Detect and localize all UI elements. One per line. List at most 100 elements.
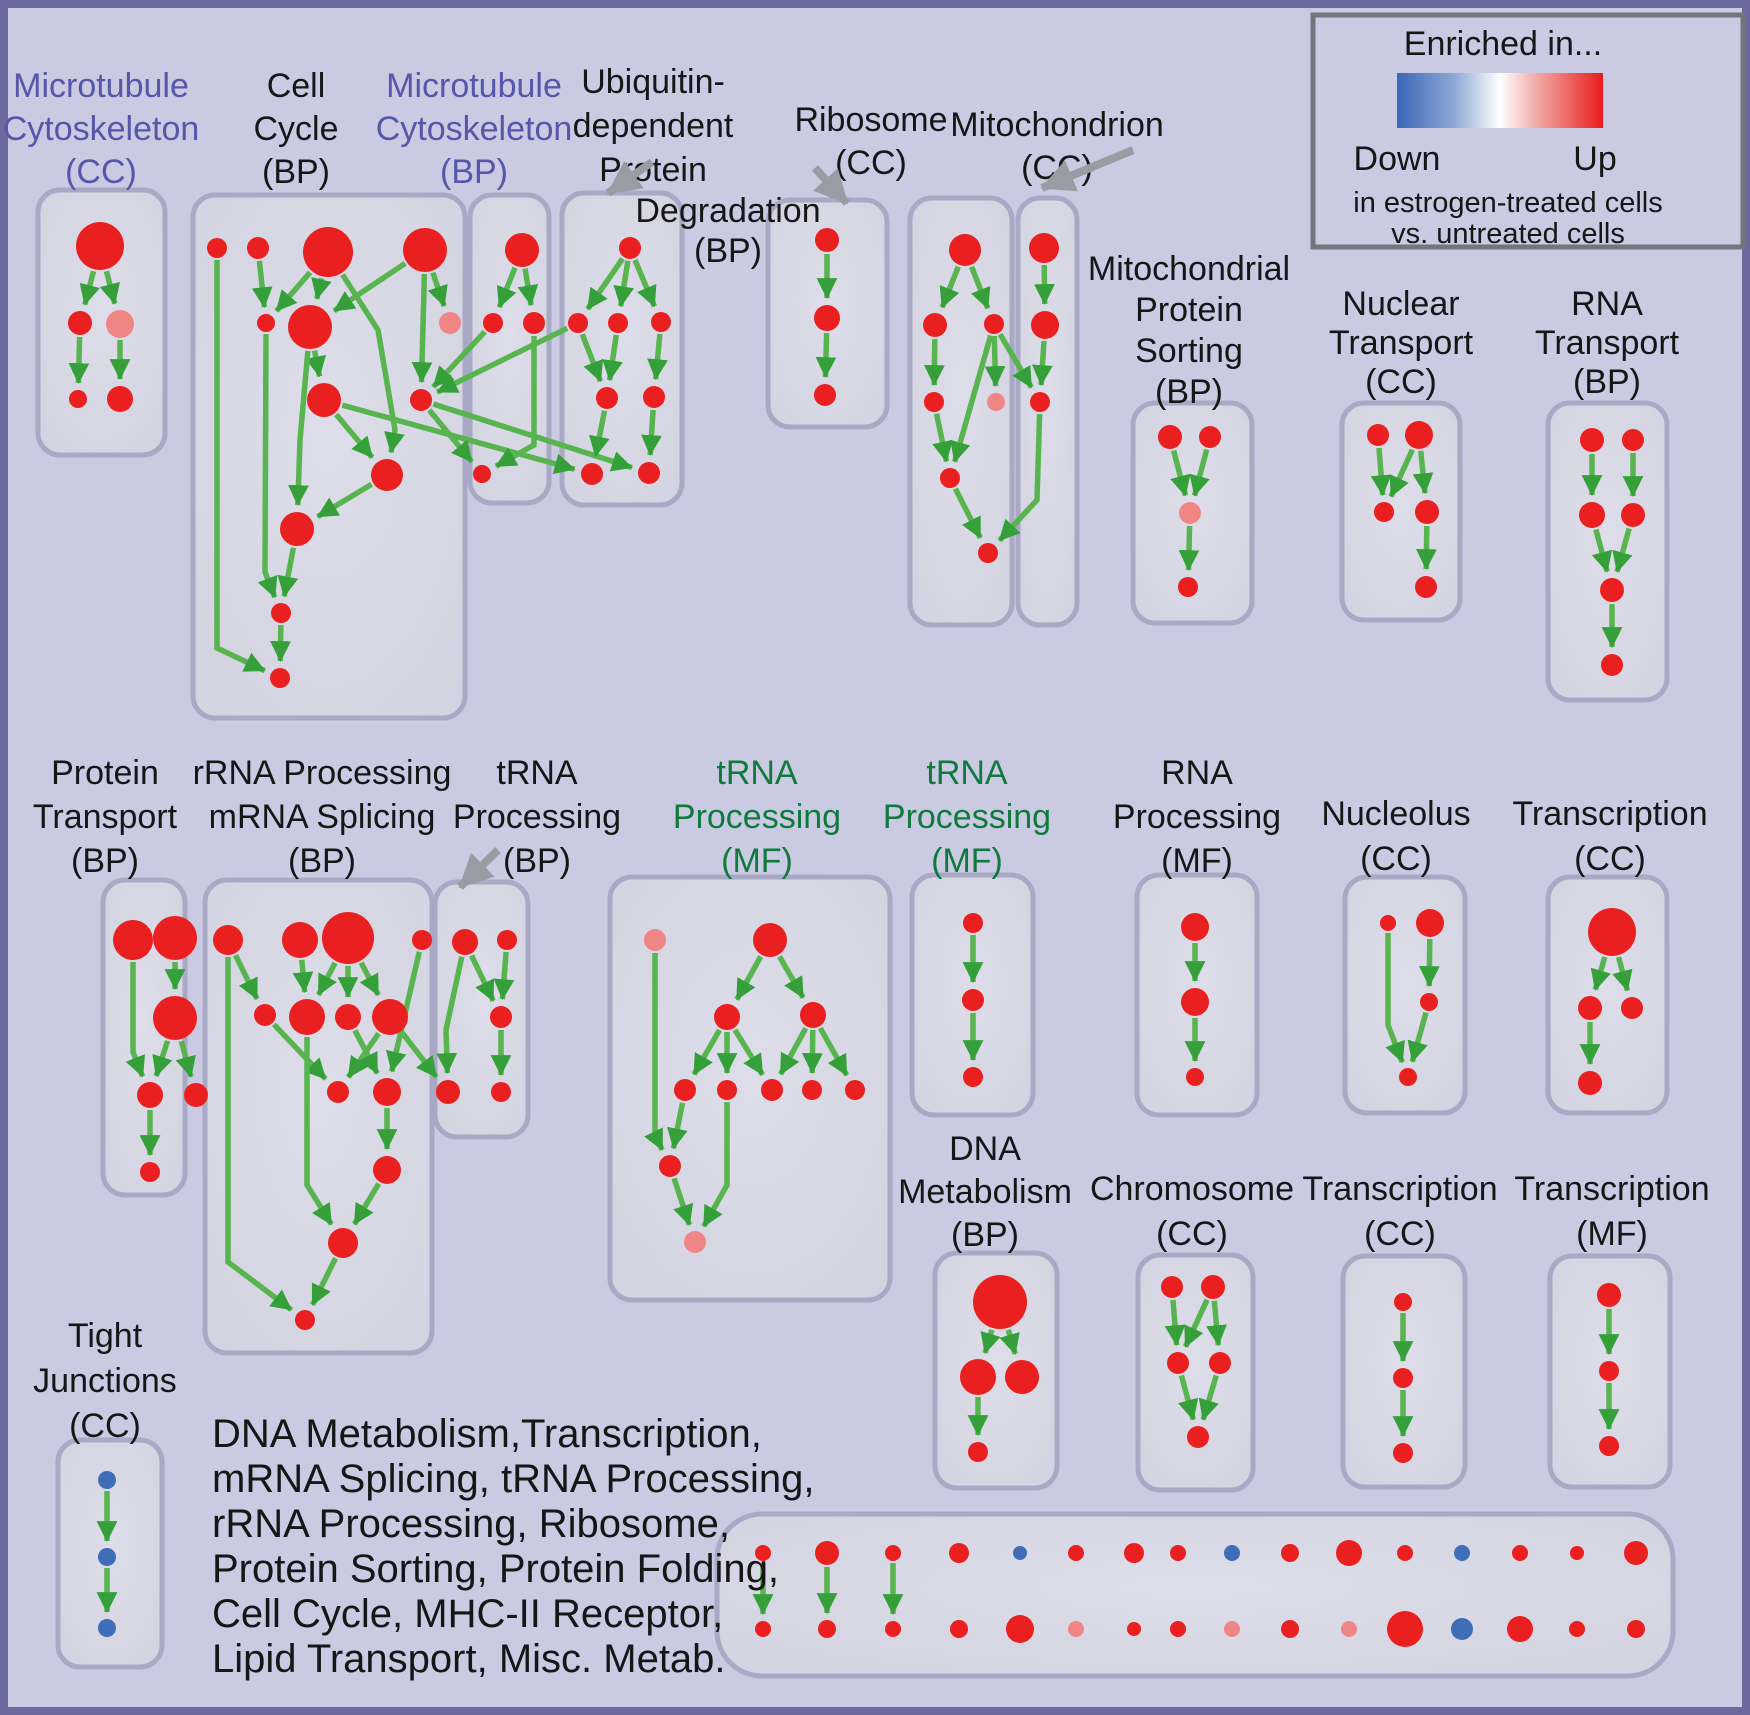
strip-node-top-7: [1170, 1545, 1186, 1561]
go-term-node-cch: [410, 389, 432, 411]
label-rna-processing-mf-line-1: RNA: [1161, 754, 1233, 792]
go-term-node-b3d: [651, 312, 671, 332]
label-transcription-cc-2-line-1: Transcription: [1302, 1170, 1497, 1208]
edge-d1-d3: [999, 1329, 1020, 1356]
label-dna-metabolism-line-2: Metabolism: [898, 1173, 1072, 1211]
go-term-node-b3a: [619, 237, 641, 259]
strip-node-top-9: [1281, 1544, 1299, 1562]
edge-u2-u3: [1419, 938, 1440, 988]
go-term-node-q2: [1181, 988, 1209, 1016]
label-trna-mf-2-line-1: tRNA: [926, 754, 1008, 792]
edge-nu4-nu5: [1416, 525, 1437, 571]
label-mitochondrion-line-1: Mitochondrion: [950, 106, 1164, 144]
go-term-node-rr4: [412, 930, 432, 950]
edge-ccj-cck: [277, 547, 299, 598]
go-term-node-tb5: [491, 1082, 511, 1102]
label-nuclear-transport-line-1: Nuclear: [1342, 285, 1459, 323]
go-term-node-tb4: [490, 1006, 512, 1028]
go-term-node-pt4: [137, 1082, 163, 1108]
go-term-node-mt2: [1031, 311, 1059, 339]
go-term-node-nu2: [1405, 421, 1433, 449]
label-transcription-cc-1-line-2: (CC): [1574, 840, 1646, 878]
edge-nu2-nu4: [1412, 450, 1434, 495]
label-tight-junctions-line-1: Tight: [68, 1317, 143, 1355]
go-term-node-ch4: [1209, 1352, 1231, 1374]
go-term-node-mc3: [106, 310, 134, 338]
edge-mf4-mf9: [817, 1026, 850, 1077]
box-dna-metabolism: [932, 1250, 1060, 1491]
legend-layer: Enriched in... Down Up in estrogen-treated …: [1310, 12, 1746, 250]
edge-mf2-mf4: [777, 955, 806, 999]
label-misc-clusters-line-5: Cell Cycle, MHC-II Receptor,: [212, 1592, 723, 1636]
pointer-mitochondrion-arrow-icon: [1040, 146, 1135, 192]
go-term-node-tj2: [98, 1548, 116, 1566]
go-term-node-mt3: [1030, 392, 1050, 412]
go-term-node-ccl: [270, 668, 290, 688]
edge-mf4-mf8: [802, 1029, 823, 1075]
edge-ch2-ch3: [1183, 1298, 1210, 1348]
go-term-node-g3: [963, 1067, 983, 1087]
edge-b2c-b2d: [494, 336, 537, 469]
strip-node-top-0: [755, 1545, 771, 1561]
go-term-node-rr6: [289, 999, 325, 1035]
legend-subtitle-2: vs. untreated cells: [1391, 218, 1625, 250]
edge-cce-cck: [257, 333, 278, 599]
go-term-node-b2b: [483, 313, 503, 333]
go-term-node-pt3: [153, 996, 197, 1040]
box-rrna: [202, 877, 435, 1356]
edge-rb3-mt3: [997, 332, 1034, 389]
label-misc-clusters-line-2: mRNA Splicing, tRNA Processing,: [212, 1457, 814, 1501]
go-term-node-ch2: [1201, 1275, 1225, 1299]
go-term-node-tj1: [98, 1471, 116, 1489]
go-term-node-ccf: [288, 305, 332, 349]
label-mito-sorting-line-3: Sorting: [1135, 332, 1243, 370]
label-dna-metabolism-line-1: DNA: [949, 1130, 1021, 1168]
label-nucleolus-line-1: Nucleolus: [1321, 795, 1470, 833]
go-term-node-nu4: [1415, 500, 1439, 524]
pointer-trna-bp-arrow-icon: [457, 847, 501, 890]
edge-rr12-rr13: [310, 1256, 338, 1307]
label-misc-clusters-line-3: rRNA Processing, Ribosome,: [212, 1502, 730, 1546]
label-cell-cycle-line-3: (BP): [262, 153, 330, 191]
go-term-node-ccg: [307, 383, 341, 417]
strip-node-top-2: [885, 1545, 901, 1561]
label-trna-mf-2-line-2: Processing: [883, 798, 1051, 836]
edge-mt1-mt2: [1033, 264, 1055, 306]
label-trna-mf-1-line-1: tRNA: [716, 754, 798, 792]
box-ubiquitin-a: [559, 190, 685, 508]
edge-pt3-pt5: [175, 1040, 196, 1078]
label-nuclear-transport-line-3: (CC): [1365, 363, 1437, 401]
legend-gradient-bar-icon: [1397, 73, 1603, 128]
edge-v1-v3: [1612, 956, 1633, 992]
go-term-node-mf3: [714, 1004, 740, 1030]
edge-b3b-b3e: [579, 333, 604, 383]
edge-mf3-mf7: [732, 1028, 765, 1077]
label-ribosome-line-2: (CC): [835, 144, 907, 182]
label-trna-bp-line-2: Processing: [453, 798, 621, 836]
label-microtubule-bp-line-2: Cytoskeleton: [376, 110, 573, 148]
edge-mf4-mf7: [778, 1026, 809, 1076]
go-term-node-rr10: [373, 1078, 401, 1106]
label-tight-junctions-line-3: (CC): [69, 1407, 141, 1445]
edge-rr7-rr10: [352, 1029, 380, 1075]
go-term-node-mf5: [674, 1079, 696, 1101]
go-term-node-v1: [1588, 908, 1636, 956]
go-term-node-b3b: [568, 313, 588, 333]
label-microtubule-cc-line-2: Cytoskeleton: [3, 110, 200, 148]
go-term-node-b2c: [523, 312, 545, 334]
label-rna-transport-line-2: Transport: [1535, 324, 1680, 362]
go-term-node-d3: [1005, 1360, 1039, 1394]
legend-box: [1310, 12, 1746, 250]
edge-ccf-ccg: [305, 350, 326, 378]
label-trna-mf-1-line-2: Processing: [673, 798, 841, 836]
go-term-node-mf7: [761, 1079, 783, 1101]
pointer-ubiquitin-left-arrow-icon: [605, 158, 655, 197]
go-term-node-rr13: [295, 1310, 315, 1330]
go-term-node-pt1: [113, 920, 153, 960]
edge-ch3-ch5: [1178, 1374, 1199, 1421]
go-term-node-b3e: [596, 387, 618, 409]
go-term-node-mt1: [1029, 233, 1059, 263]
go-term-node-b2a: [505, 233, 539, 267]
go-term-node-pt5: [184, 1083, 208, 1107]
